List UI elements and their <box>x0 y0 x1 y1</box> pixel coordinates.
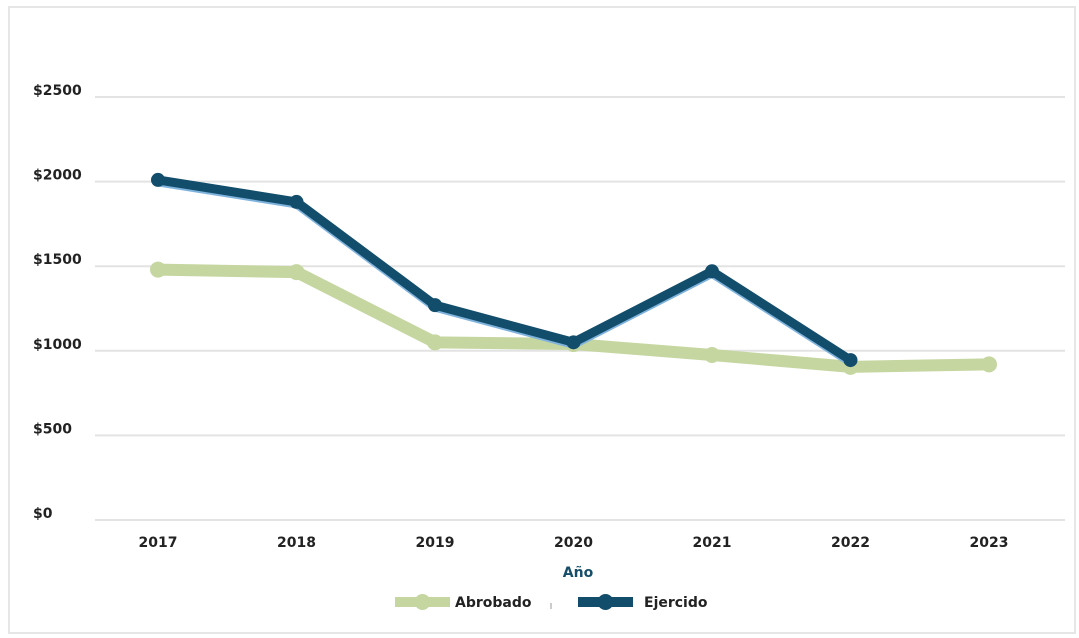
x-axis-title: Año <box>563 565 594 581</box>
legend-item: Abrobado <box>395 594 532 611</box>
series-layer <box>150 172 997 375</box>
data-point <box>427 334 443 351</box>
data-point <box>289 194 304 209</box>
legend-label: Abrobado <box>455 595 532 611</box>
x-tick-label: 2023 <box>970 535 1009 551</box>
legend-item: Ejercido <box>578 594 708 611</box>
data-point <box>428 298 442 313</box>
series-line <box>153 175 855 365</box>
chart-frame <box>8 6 1076 634</box>
legend: Abrobado Ejercido <box>395 594 708 611</box>
y-tick-label: $1500 <box>33 252 82 268</box>
series-abrobado <box>150 261 997 375</box>
y-axis: $0 $500 $1000 $1500 $2000 $2500 <box>33 83 82 522</box>
x-tick-label: 2017 <box>139 535 178 551</box>
legend-label: Ejercido <box>644 595 708 611</box>
data-point <box>566 335 581 350</box>
y-tick-label: $0 <box>33 506 53 522</box>
y-tick-label: $2500 <box>33 83 82 99</box>
x-tick-label: 2021 <box>693 535 732 551</box>
y-tick-label: $1000 <box>33 337 82 353</box>
x-tick-label: 2020 <box>554 535 593 551</box>
data-point <box>704 347 720 364</box>
data-point <box>150 261 166 278</box>
data-point <box>705 264 719 279</box>
x-tick-label: 2019 <box>416 535 455 551</box>
data-point <box>151 172 165 187</box>
legend-swatch-marker <box>597 594 614 610</box>
x-axis: 2017 2018 2019 2020 2021 2022 2023 <box>139 535 1009 551</box>
gridlines <box>95 96 1065 521</box>
data-point <box>288 264 305 281</box>
y-tick-label: $500 <box>33 421 72 437</box>
legend-swatch-marker <box>414 594 431 610</box>
x-tick-label: 2022 <box>831 535 870 551</box>
x-tick-label: 2018 <box>277 535 316 551</box>
data-point <box>843 353 858 368</box>
y-tick-label: $2000 <box>33 168 82 184</box>
series-line <box>152 263 995 373</box>
series-ejercido <box>151 172 858 368</box>
data-point <box>981 356 997 373</box>
